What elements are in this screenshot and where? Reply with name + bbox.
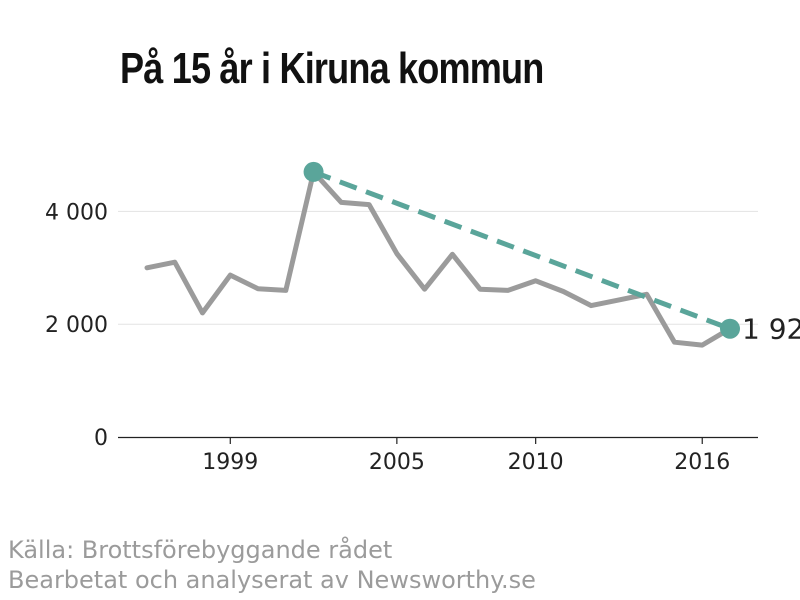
source-line-1: Källa: Brottsförebyggande rådet (8, 536, 393, 564)
x-tick-label: 2005 (369, 450, 425, 475)
trend-line-group (303, 161, 740, 339)
trend-start-marker (303, 161, 324, 182)
y-tick-label: 4 000 (45, 200, 108, 225)
y-tick-label: 0 (94, 426, 108, 451)
data-labels: 1 920 (742, 313, 800, 346)
series-lines (144, 169, 733, 348)
x-tick-label: 2010 (508, 450, 564, 475)
x-axis: 1999 2005 2010 2016 (118, 436, 758, 475)
source-note: Källa: Brottsförebyggande rådet Bearbeta… (8, 535, 536, 595)
series-line (144, 169, 733, 348)
x-tick-label: 2016 (674, 450, 730, 475)
trend-end-marker (720, 318, 740, 339)
end-value-label: 1 920 (742, 313, 800, 346)
chart-title: På 15 år i Kiruna kommun (120, 44, 544, 93)
source-line-2: Bearbetat och analyserat av Newsworthy.s… (8, 566, 536, 594)
y-axis-ticks: 0 2 000 4 000 (45, 200, 108, 451)
grid-lines (118, 210, 758, 325)
trend-line (312, 169, 731, 332)
y-tick-label: 2 000 (45, 313, 108, 338)
x-tick-label: 1999 (202, 450, 258, 475)
